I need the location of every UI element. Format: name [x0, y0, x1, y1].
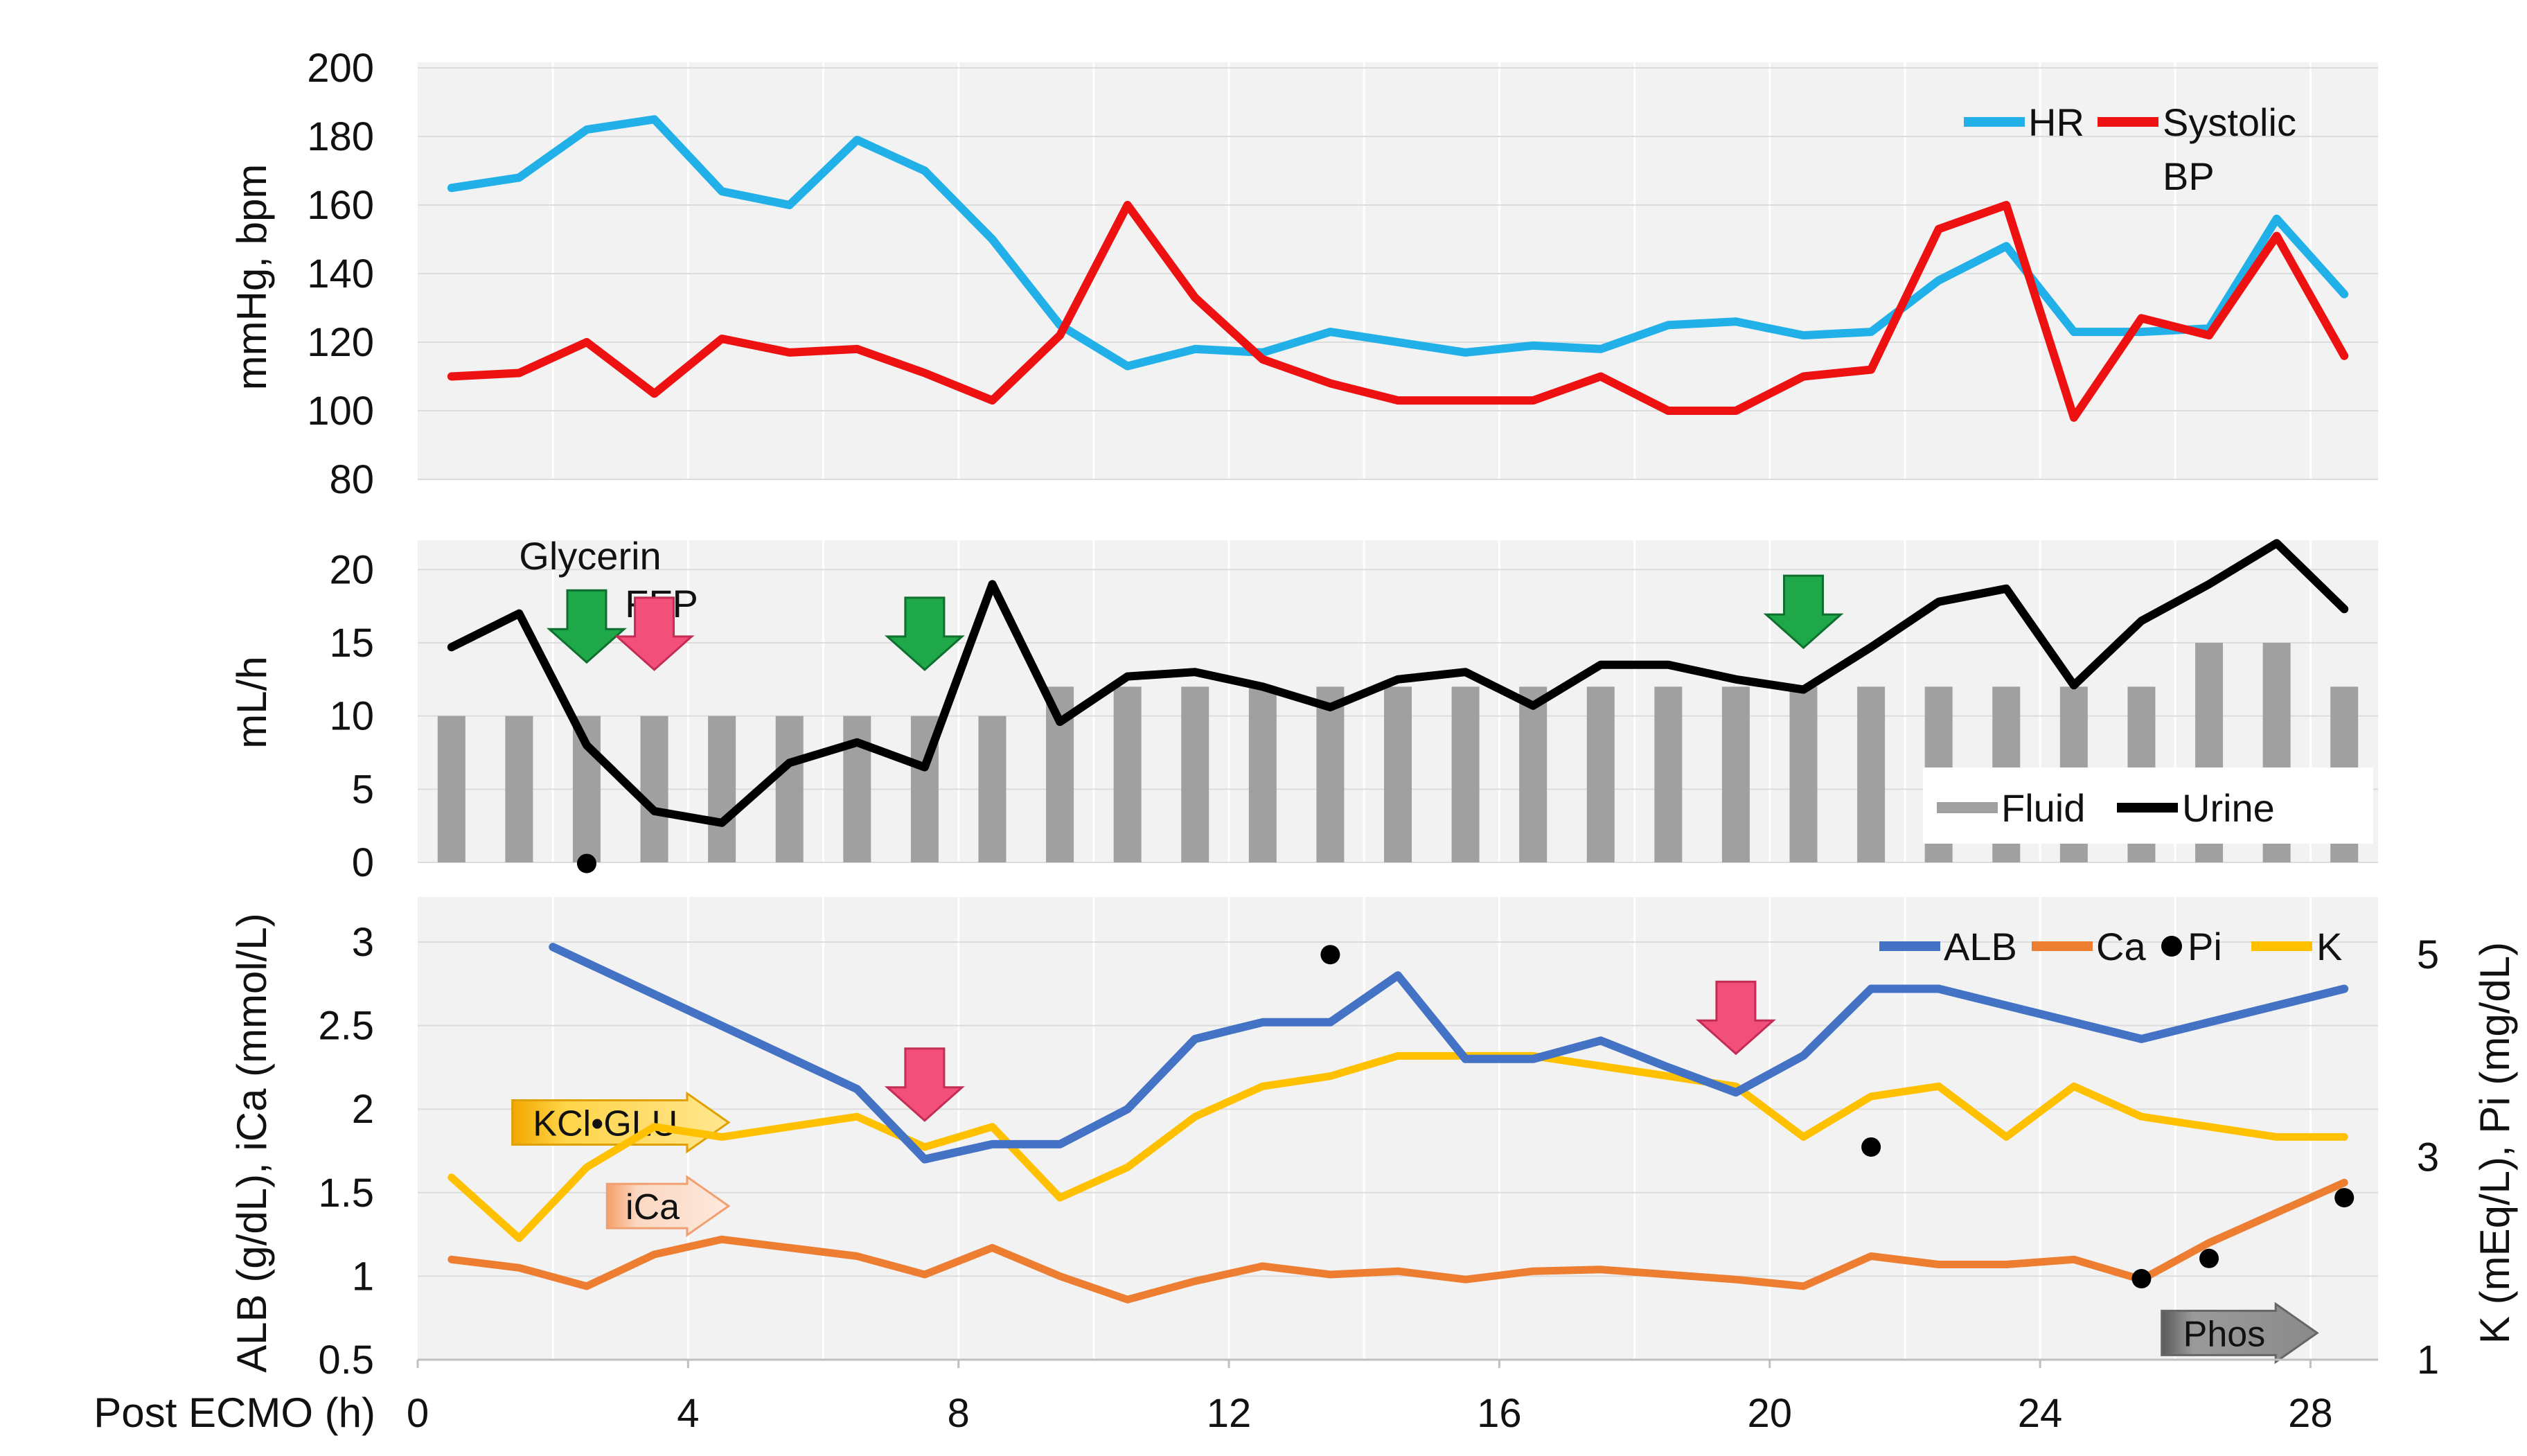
pink-down-arrow-icon	[614, 596, 695, 671]
x-tick-label: 4	[677, 1391, 699, 1436]
label-arrow-text-ica: iCa	[626, 1187, 680, 1227]
vitals-y-axis-label: mmHg, bpm	[229, 164, 275, 391]
fluid-bar	[437, 716, 466, 862]
legend-systolic-label-line1: Systolic	[2163, 100, 2296, 144]
x-axis-label: Post ECMO (h)	[94, 1390, 375, 1436]
y-tick-label: 0	[352, 840, 374, 885]
fluid-bar	[1113, 686, 1142, 862]
fluid-bar	[1654, 686, 1683, 862]
pink-down-arrow-icon	[884, 1047, 965, 1122]
y-tick-label: 2.5	[318, 1004, 374, 1049]
fluid-bar	[1789, 686, 1818, 862]
fluid-bar	[1721, 686, 1750, 862]
labs-panel: 0.5 1 1.5 2 2.5 3 1 3 5 ALB (g/dL), iCa (mmol/L…	[229, 853, 2518, 1383]
series-line-k	[447, 1051, 2348, 1243]
x-tick-label: 16	[1477, 1391, 1522, 1436]
fluid-bar	[1181, 686, 1209, 862]
y-tick-label: 0.5	[318, 1338, 374, 1383]
legend-systolic-label-line2: BP	[2163, 154, 2215, 198]
legend-pi-label: Pi	[2188, 925, 2222, 968]
legend-fluid-label: Fluid	[2001, 786, 2085, 830]
y-tick-label-right: 3	[2417, 1135, 2439, 1180]
green-down-arrow-icon	[547, 589, 627, 664]
legend-urine-label: Urine	[2182, 786, 2275, 830]
x-axis: 0 4 8 12 16 20 24 28 Post ECMO (h)	[94, 1358, 2378, 1436]
y-tick-label-right: 5	[2417, 932, 2439, 977]
fluid-bar	[1384, 686, 1412, 862]
fluid-bar	[640, 716, 668, 862]
y-tick-label-right: 1	[2417, 1338, 2439, 1383]
fluid-bar	[978, 716, 1007, 862]
label-arrow-box-phos	[2161, 1302, 2319, 1365]
vitals-panel: 80 100 120 140 160 180 200 mmHg, bpm HR Systol…	[229, 46, 2378, 502]
labs-legend: ALB Ca Pi K	[1879, 925, 2342, 968]
y-tick-label: 10	[329, 694, 374, 739]
y-tick-label: 120	[307, 320, 374, 365]
fluid-bar	[1316, 686, 1345, 862]
pink-down-arrow-icon	[1695, 980, 1776, 1056]
fluid-legend: Fluid Urine	[1923, 767, 2373, 844]
fluid-bar	[708, 716, 736, 862]
y-tick-label: 160	[307, 183, 374, 228]
series-line-systolic-bp	[447, 201, 2349, 422]
x-tick-label: 0	[407, 1391, 429, 1436]
y-tick-label: 200	[307, 46, 374, 91]
label-arrow-text-phos: Phos	[2183, 1314, 2266, 1354]
legend-alb-label: ALB	[1944, 925, 2017, 968]
y-tick-label: 5	[352, 767, 374, 812]
pi-point	[576, 853, 596, 873]
y-tick-label: 15	[329, 621, 374, 666]
labs-right-y-axis-label: K (mEq/L), Pi (mg/dL)	[2472, 942, 2518, 1344]
vitals-legend: HR Systolic BP	[1964, 100, 2296, 198]
legend-hr-label: HR	[2028, 100, 2084, 144]
fluid-y-axis-label: mL/h	[229, 656, 275, 748]
fluid-bar	[843, 716, 871, 862]
fluid-bar	[1248, 686, 1277, 862]
fluid-bar	[505, 716, 533, 862]
y-tick-label: 3	[352, 920, 374, 965]
legend-k-label: K	[2316, 925, 2342, 968]
fluid-bar	[775, 716, 804, 862]
series-line-alb	[549, 943, 2349, 1164]
green-down-arrow-icon	[1763, 574, 1844, 650]
pi-point	[2131, 1269, 2152, 1289]
x-tick-label: 8	[948, 1391, 970, 1436]
green-down-arrow-icon	[884, 596, 965, 671]
legend-pi-marker	[2161, 936, 2182, 957]
fluid-bar	[1586, 686, 1615, 862]
labs-left-y-axis-label: ALB (g/dL), iCa (mmol/L)	[229, 913, 275, 1373]
x-tick-label: 24	[2018, 1391, 2063, 1436]
y-tick-label: 140	[307, 251, 374, 296]
y-tick-label: 1	[352, 1254, 374, 1299]
fluid-bar	[1857, 686, 1886, 862]
y-tick-label: 20	[329, 547, 374, 592]
pi-point	[2334, 1188, 2355, 1208]
series-line-ca	[447, 1178, 2348, 1304]
y-tick-label: 1.5	[318, 1171, 374, 1216]
annotation-glycerin: Glycerin	[519, 534, 661, 578]
x-tick-label: 12	[1207, 1391, 1252, 1436]
x-tick-label: 28	[2288, 1391, 2333, 1436]
y-tick-label: 100	[307, 389, 374, 434]
pi-point	[2199, 1248, 2219, 1268]
label-arrow-box-ica	[605, 1175, 731, 1237]
fluid-bar	[1519, 686, 1548, 862]
y-tick-label: 2	[352, 1087, 374, 1132]
pi-point	[1320, 945, 1340, 965]
fluid-bar	[1451, 686, 1480, 862]
vitals-plot-area	[418, 62, 2378, 479]
pi-point	[1861, 1137, 1881, 1157]
series-line-urine	[447, 539, 2349, 827]
y-tick-label: 80	[329, 457, 374, 502]
y-tick-label: 180	[307, 114, 374, 159]
legend-ca-label: Ca	[2096, 925, 2146, 968]
x-tick-label: 20	[1747, 1391, 1792, 1436]
